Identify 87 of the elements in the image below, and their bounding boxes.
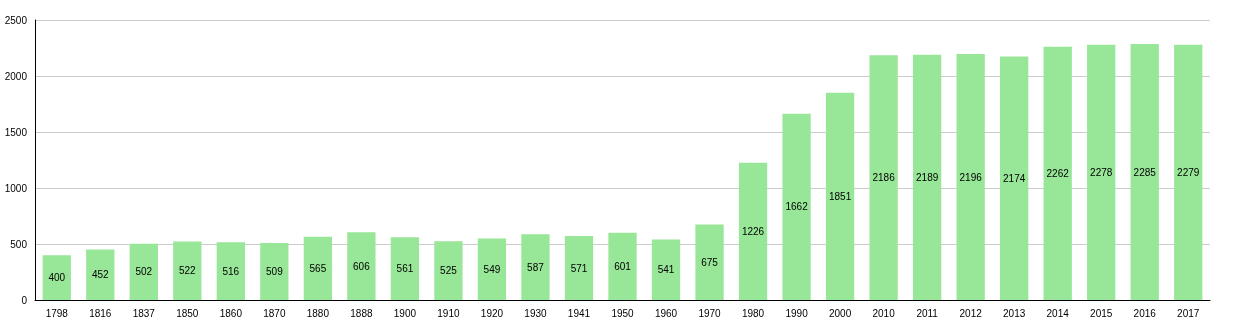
bar — [738, 162, 768, 300]
data-label: 2262 — [1046, 167, 1070, 179]
data-label: 549 — [483, 263, 501, 275]
x-tick-label: 1900 — [393, 307, 417, 319]
bar — [869, 55, 898, 300]
data-label: 565 — [309, 262, 327, 274]
x-tick-label: 1880 — [306, 307, 330, 319]
data-label: 606 — [353, 260, 371, 272]
data-label: 561 — [396, 263, 414, 275]
x-tick-label: 1850 — [176, 307, 199, 319]
bar — [521, 234, 550, 300]
data-label: 571 — [570, 262, 588, 274]
data-label: 502 — [135, 266, 153, 278]
bar — [956, 54, 985, 300]
x-tick-label: 1950 — [611, 307, 635, 319]
bar — [564, 236, 594, 300]
bar — [651, 239, 681, 300]
bar — [1000, 56, 1029, 300]
bar — [347, 232, 376, 300]
bar — [782, 113, 811, 300]
bar — [912, 54, 942, 300]
data-label: 525 — [440, 265, 458, 277]
x-tick-label: 1990 — [785, 307, 809, 319]
bar — [1174, 44, 1203, 300]
bar — [477, 238, 507, 300]
data-label: 601 — [614, 260, 632, 272]
x-tick-label: 2011 — [916, 307, 939, 319]
bar — [303, 236, 333, 300]
x-tick-label: 2014 — [1046, 307, 1070, 319]
y-tick-label: 2500 — [4, 14, 28, 26]
data-label: 2278 — [1090, 166, 1113, 178]
x-tick-label: 1837 — [132, 307, 156, 319]
x-tick-label: 2015 — [1090, 307, 1113, 319]
x-tick-label: 2017 — [1177, 307, 1200, 319]
bar — [390, 237, 420, 300]
data-label: 587 — [527, 261, 545, 273]
y-tick-label: 500 — [10, 238, 28, 250]
x-tick-label: 2010 — [872, 307, 896, 319]
x-tick-label: 1910 — [437, 307, 460, 319]
data-label: 2186 — [872, 172, 896, 184]
bar — [173, 241, 202, 300]
x-tick-label: 1980 — [741, 307, 765, 319]
data-label: 2196 — [959, 171, 983, 183]
bar — [260, 242, 289, 300]
x-tick-label: 1816 — [89, 307, 112, 319]
data-label: 1851 — [828, 190, 852, 202]
bar — [825, 92, 855, 300]
bar — [695, 224, 724, 300]
bar — [216, 242, 245, 300]
x-tick-label: 1860 — [219, 307, 243, 319]
data-label: 509 — [266, 266, 284, 277]
y-tick-label: 2000 — [4, 70, 28, 82]
data-label: 2189 — [916, 171, 939, 183]
data-label: 1226 — [741, 225, 765, 237]
x-tick-label: 1798 — [45, 307, 69, 319]
data-label: 2174 — [1003, 172, 1026, 184]
x-tick-label: 1870 — [263, 307, 286, 319]
x-tick-label: 1888 — [350, 307, 373, 319]
bar — [1087, 44, 1116, 300]
bar — [608, 232, 637, 300]
bar — [86, 249, 115, 300]
data-label: 516 — [222, 265, 240, 277]
x-tick-label: 1970 — [698, 307, 722, 319]
bar — [434, 241, 463, 300]
x-tick-label: 2013 — [1003, 307, 1026, 319]
bar — [129, 243, 158, 300]
x-tick-label: 2016 — [1133, 307, 1157, 319]
x-tick-label: 1920 — [480, 307, 504, 319]
bar — [1130, 44, 1159, 300]
x-tick-label: 1941 — [567, 307, 591, 319]
y-tick-label: 1500 — [4, 126, 28, 138]
data-label: 522 — [178, 265, 197, 277]
data-label: 675 — [701, 256, 719, 268]
data-label: 1662 — [785, 201, 809, 213]
data-label: 452 — [91, 269, 110, 281]
y-tick-label: 0 — [21, 294, 28, 306]
data-label: 541 — [657, 264, 675, 276]
x-tick-label: 2012 — [959, 307, 983, 319]
data-label: 2285 — [1133, 166, 1157, 178]
bar — [1043, 46, 1072, 300]
data-label: 400 — [48, 272, 66, 284]
x-tick-label: 2000 — [828, 307, 852, 319]
bar — [42, 255, 71, 300]
x-tick-label: 1960 — [654, 307, 678, 319]
x-tick-label: 1930 — [524, 307, 548, 319]
y-tick-label: 1000 — [4, 182, 28, 194]
data-label: 2279 — [1177, 166, 1200, 178]
